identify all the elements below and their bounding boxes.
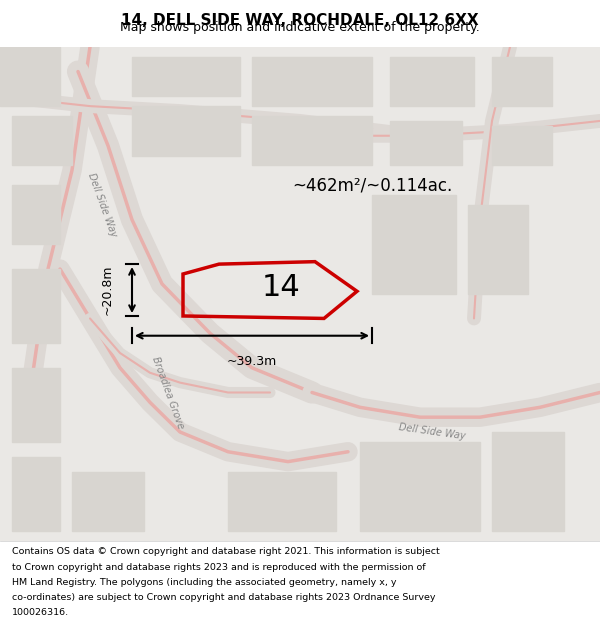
Bar bbox=[390, 57, 474, 106]
Text: HM Land Registry. The polygons (including the associated geometry, namely x, y: HM Land Registry. The polygons (includin… bbox=[12, 578, 397, 587]
Bar bbox=[468, 205, 528, 294]
Bar bbox=[492, 126, 552, 166]
Text: ~462m²/~0.114ac.: ~462m²/~0.114ac. bbox=[292, 176, 452, 194]
Text: Map shows position and indicative extent of the property.: Map shows position and indicative extent… bbox=[120, 21, 480, 34]
Text: Dell Side Way: Dell Side Way bbox=[398, 422, 466, 442]
Text: ~39.3m: ~39.3m bbox=[227, 356, 277, 369]
Bar bbox=[12, 269, 60, 343]
Text: Broadlea Grove: Broadlea Grove bbox=[150, 355, 186, 430]
Bar bbox=[12, 116, 72, 166]
Bar bbox=[252, 116, 372, 166]
Text: to Crown copyright and database rights 2023 and is reproduced with the permissio: to Crown copyright and database rights 2… bbox=[12, 562, 425, 571]
Bar bbox=[372, 195, 456, 294]
Bar bbox=[360, 442, 480, 531]
Text: 14, DELL SIDE WAY, ROCHDALE, OL12 6XX: 14, DELL SIDE WAY, ROCHDALE, OL12 6XX bbox=[121, 13, 479, 28]
Bar bbox=[492, 432, 564, 531]
Text: 14: 14 bbox=[262, 273, 301, 302]
Text: 100026316.: 100026316. bbox=[12, 608, 69, 617]
Bar bbox=[252, 57, 372, 106]
Bar bbox=[12, 457, 60, 531]
Bar bbox=[12, 185, 60, 244]
Text: ~20.8m: ~20.8m bbox=[101, 265, 114, 315]
Text: Dell Side Way: Dell Side Way bbox=[86, 171, 118, 238]
Bar bbox=[72, 471, 144, 531]
Bar bbox=[132, 57, 240, 96]
Bar bbox=[492, 57, 552, 106]
Text: Contains OS data © Crown copyright and database right 2021. This information is : Contains OS data © Crown copyright and d… bbox=[12, 548, 440, 556]
Bar bbox=[228, 471, 336, 531]
Text: co-ordinates) are subject to Crown copyright and database rights 2023 Ordnance S: co-ordinates) are subject to Crown copyr… bbox=[12, 593, 436, 602]
Bar bbox=[12, 368, 60, 442]
Bar bbox=[132, 106, 240, 156]
Bar bbox=[0, 47, 60, 106]
Bar bbox=[390, 121, 462, 166]
